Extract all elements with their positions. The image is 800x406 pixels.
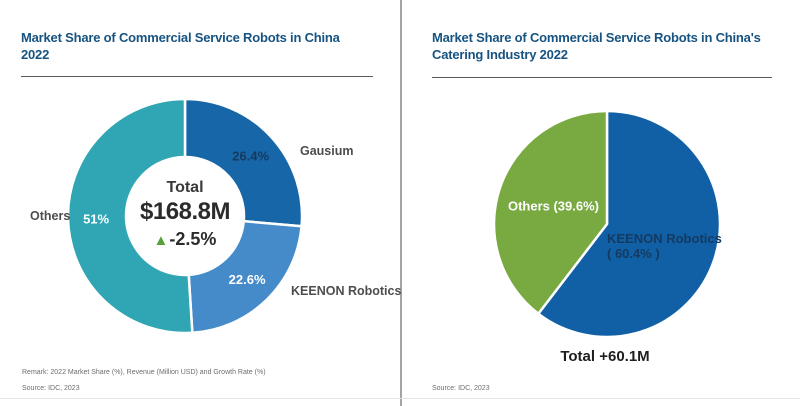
callout-gausium: Gausium bbox=[300, 144, 354, 158]
right-total-caption: Total +60.1M bbox=[560, 348, 650, 365]
growth-rate-value: -2.5% bbox=[169, 229, 217, 249]
right-title-underline bbox=[432, 77, 772, 78]
right-chart-title: Market Share of Commercial Service Robot… bbox=[432, 30, 761, 62]
donut-total-label: Total bbox=[166, 179, 204, 196]
pie-label-keenon-robotics: KEENON Robotics ( 60.4% ) bbox=[607, 231, 722, 261]
donut-center-summary: Total $168.8M ▲-2.5% bbox=[115, 179, 255, 250]
slice-others bbox=[492, 109, 609, 315]
callout-others: Others bbox=[30, 209, 71, 223]
left-title-underline bbox=[21, 76, 373, 77]
slice-label-keenon-robotics: 22.6% bbox=[229, 272, 266, 287]
donut-total-value: $168.8M bbox=[140, 198, 230, 225]
right-source-note: Source: IDC, 2023 bbox=[432, 385, 490, 392]
callout-keenon-robotics: KEENON Robotics bbox=[291, 284, 402, 298]
slice-label-others: Others (39.6%) bbox=[508, 198, 599, 213]
donut-chart-china-2022: 26.4% 22.6% 51% bbox=[66, 97, 304, 335]
left-chart-title: Market Share of Commercial Service Robot… bbox=[21, 30, 340, 62]
panel-divider bbox=[400, 0, 402, 406]
slice-others bbox=[66, 97, 194, 335]
pie-label-keenon-name: KEENON Robotics bbox=[607, 231, 722, 246]
slice-keenon-robotics bbox=[187, 219, 303, 335]
bottom-border bbox=[0, 398, 800, 399]
slice-keenon-robotics bbox=[537, 109, 722, 339]
left-source-note: Source: IDC, 2023 bbox=[22, 385, 80, 392]
pie-label-keenon-share: ( 60.4% ) bbox=[607, 246, 660, 261]
growth-up-triangle-icon: ▲ bbox=[153, 232, 169, 249]
slice-label-others: 51% bbox=[83, 211, 109, 226]
slice-gausium bbox=[183, 97, 304, 228]
remark-note: Remark: 2022 Market Share (%), Revenue (… bbox=[22, 369, 266, 376]
slice-label-gausium: 26.4% bbox=[232, 148, 269, 163]
pie-chart-catering-2022: Others (39.6%) bbox=[492, 109, 722, 339]
donut-growth-row: ▲-2.5% bbox=[115, 229, 255, 250]
